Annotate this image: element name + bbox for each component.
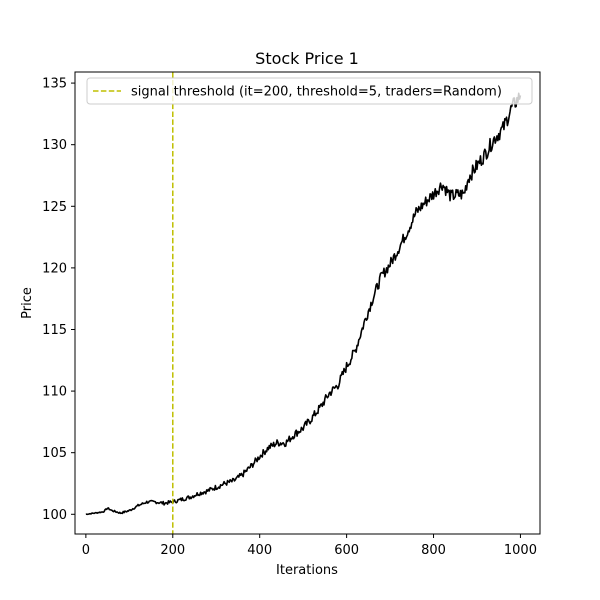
axes-frame bbox=[74, 71, 541, 535]
x-axis-label: Iterations bbox=[276, 563, 338, 578]
legend: signal threshold (it=200, threshold=5, t… bbox=[86, 77, 533, 105]
price-series-line bbox=[85, 92, 522, 516]
x-tick-label: 400 bbox=[247, 543, 272, 558]
x-tick-label: 600 bbox=[334, 543, 359, 558]
x-tick-label: 200 bbox=[160, 543, 185, 558]
y-tick-label: 120 bbox=[42, 261, 67, 276]
y-tick-label: 110 bbox=[42, 385, 67, 400]
x-axis-ticks: 0 200 400 600 800 1000 bbox=[82, 534, 537, 558]
legend-box bbox=[86, 77, 533, 105]
x-tick-label: 800 bbox=[421, 543, 446, 558]
y-tick-label: 125 bbox=[42, 200, 67, 215]
y-tick-label: 130 bbox=[42, 138, 67, 153]
plot-area bbox=[85, 72, 522, 534]
y-tick-label: 115 bbox=[42, 323, 67, 338]
chart-title: Stock Price 1 bbox=[255, 49, 359, 68]
y-tick-label: 135 bbox=[42, 77, 67, 92]
legend-label-threshold: signal threshold (it=200, threshold=5, t… bbox=[131, 85, 502, 100]
x-tick-label: 1000 bbox=[504, 543, 537, 558]
y-tick-label: 105 bbox=[42, 446, 67, 461]
y-tick-label: 100 bbox=[42, 508, 67, 523]
y-axis-label: Price bbox=[20, 287, 35, 319]
x-tick-label: 0 bbox=[82, 543, 90, 558]
y-axis-ticks: 100 105 110 115 120 125 130 135 bbox=[42, 77, 75, 523]
